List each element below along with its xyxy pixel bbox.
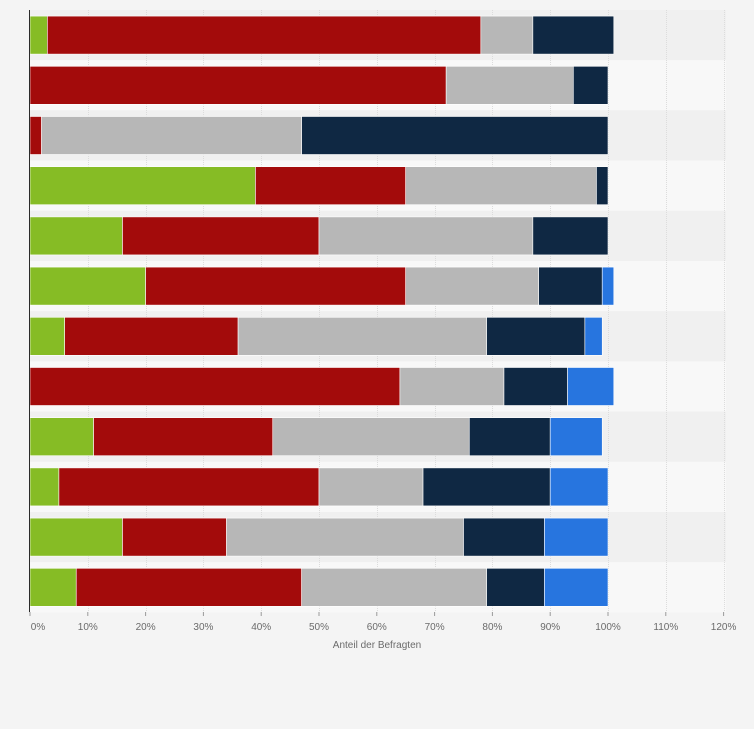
bar-segment	[93, 417, 274, 457]
x-axis-title: Anteil der Befragten	[333, 640, 421, 651]
bar-segment	[29, 417, 94, 457]
x-tick-label: 120%	[711, 622, 737, 633]
x-tick-label: 50%	[309, 622, 329, 633]
bar-segment	[29, 266, 146, 306]
x-tick-label: 10%	[78, 622, 98, 633]
bar-segment	[29, 166, 256, 205]
gridlines	[88, 10, 725, 612]
bar-segment	[405, 266, 539, 306]
bar-segment	[399, 367, 505, 406]
bar-segment	[468, 417, 551, 457]
bar-segment	[301, 567, 487, 607]
bar-segment	[29, 567, 77, 607]
bar-segment	[601, 266, 615, 306]
bar-segment	[549, 417, 603, 457]
bar-segment	[318, 467, 424, 507]
bar-segment	[29, 66, 447, 105]
bar-segment	[29, 367, 401, 406]
bar-segment	[596, 166, 609, 205]
bar-segment	[318, 216, 534, 256]
bar-segment	[544, 517, 609, 557]
bars	[29, 15, 615, 607]
bar-segment	[463, 517, 545, 557]
bar-segment	[58, 467, 320, 507]
bar-segment	[567, 367, 615, 406]
bar-segment	[29, 216, 123, 256]
x-tick-label: 60%	[367, 622, 387, 633]
bar-segment	[445, 66, 574, 105]
bar-segment	[584, 316, 603, 356]
bar-segment	[301, 116, 609, 155]
x-tick-label: 40%	[251, 622, 271, 633]
bar-segment	[486, 316, 586, 356]
bar-segment	[480, 15, 534, 55]
bar-segment	[549, 467, 609, 507]
bar-segment	[532, 216, 609, 256]
bar-segment	[573, 66, 609, 105]
x-tick-label: 30%	[193, 622, 213, 633]
bar-segment	[532, 15, 615, 55]
x-tick-label: 100%	[595, 622, 621, 633]
bar-segment	[503, 367, 568, 406]
bar-segment	[29, 116, 42, 155]
bar-segment	[145, 266, 407, 306]
bar-segment	[538, 266, 603, 306]
x-tick-label: 0%	[31, 622, 46, 633]
bar-segment	[47, 15, 482, 55]
bar-segment	[405, 166, 597, 205]
bar-segment	[272, 417, 470, 457]
bar-segment	[29, 15, 48, 55]
bar-segment	[41, 116, 302, 155]
bar-segment	[486, 567, 545, 607]
bar-segment	[237, 316, 487, 356]
x-tick-label: 20%	[136, 622, 156, 633]
bar-segment	[64, 316, 239, 356]
bar-segment	[122, 216, 320, 256]
bar-segment	[422, 467, 551, 507]
x-axis-ticks: 0% 10% 20% 30% 40% 50% 60% 70% 80% 90% 100% 110% 120…	[29, 612, 737, 633]
x-tick-label: 90%	[540, 622, 560, 633]
x-tick-label: 110%	[653, 622, 678, 633]
bar-segment	[255, 166, 406, 205]
bar-segment	[544, 567, 609, 607]
bar-segment	[29, 467, 60, 507]
bar-segment	[122, 517, 227, 557]
bar-segment	[29, 316, 65, 356]
x-tick-label: 80%	[482, 622, 502, 633]
bar-segment	[29, 517, 123, 557]
bar-segment	[226, 517, 464, 557]
bar-segment	[75, 567, 302, 607]
x-tick-label: 70%	[425, 622, 445, 633]
